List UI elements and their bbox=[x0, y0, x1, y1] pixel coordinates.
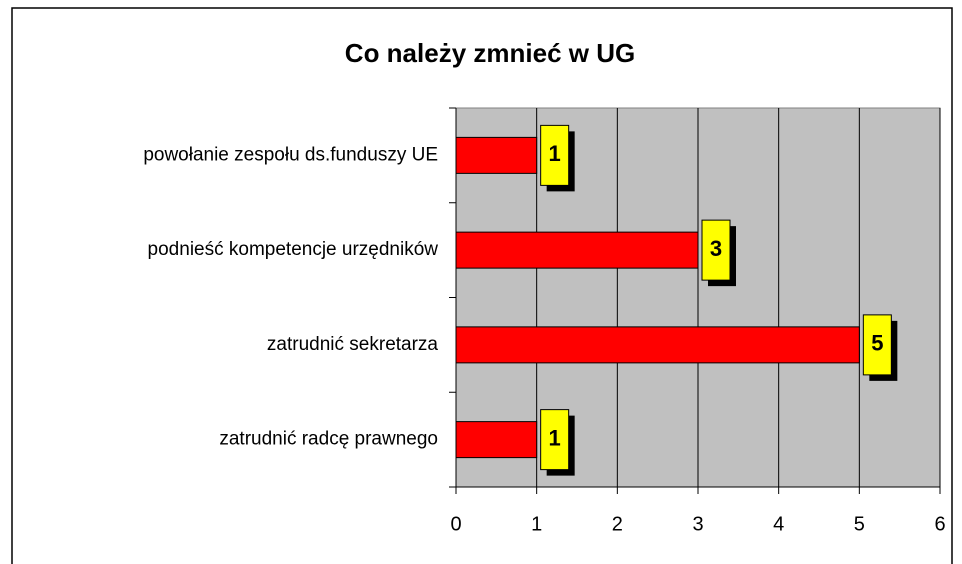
data-label-box bbox=[862, 314, 892, 376]
chart-title: Co należy zmnieć w UG bbox=[345, 38, 635, 68]
data-label: 1 bbox=[549, 141, 561, 166]
data-label-box bbox=[540, 124, 570, 186]
bar bbox=[455, 231, 699, 269]
y-tick-label: powołanie zespołu ds.funduszy UE bbox=[143, 144, 438, 165]
chart-frame bbox=[11, 7, 953, 564]
x-tick-label: 5 bbox=[854, 513, 865, 535]
y-tick-label: zatrudnić sekretarza bbox=[267, 334, 439, 355]
x-tick-label: 0 bbox=[450, 513, 461, 535]
bar bbox=[455, 326, 860, 364]
data-label: 3 bbox=[710, 236, 722, 261]
x-tick-label: 3 bbox=[692, 513, 703, 535]
x-tick-label: 4 bbox=[773, 513, 784, 535]
x-tick-label: 2 bbox=[612, 513, 623, 535]
data-label: 5 bbox=[871, 331, 883, 356]
data-label-box bbox=[540, 409, 570, 471]
data-label: 1 bbox=[549, 425, 561, 450]
y-tick-label: podnieść kompetencje urzędników bbox=[148, 239, 439, 260]
x-tick-label: 6 bbox=[934, 513, 945, 535]
data-label-box bbox=[701, 219, 731, 281]
bar bbox=[455, 421, 538, 459]
bar bbox=[455, 136, 538, 174]
y-tick-label: zatrudnić radcę prawnego bbox=[219, 429, 438, 450]
x-tick-label: 1 bbox=[531, 513, 542, 535]
